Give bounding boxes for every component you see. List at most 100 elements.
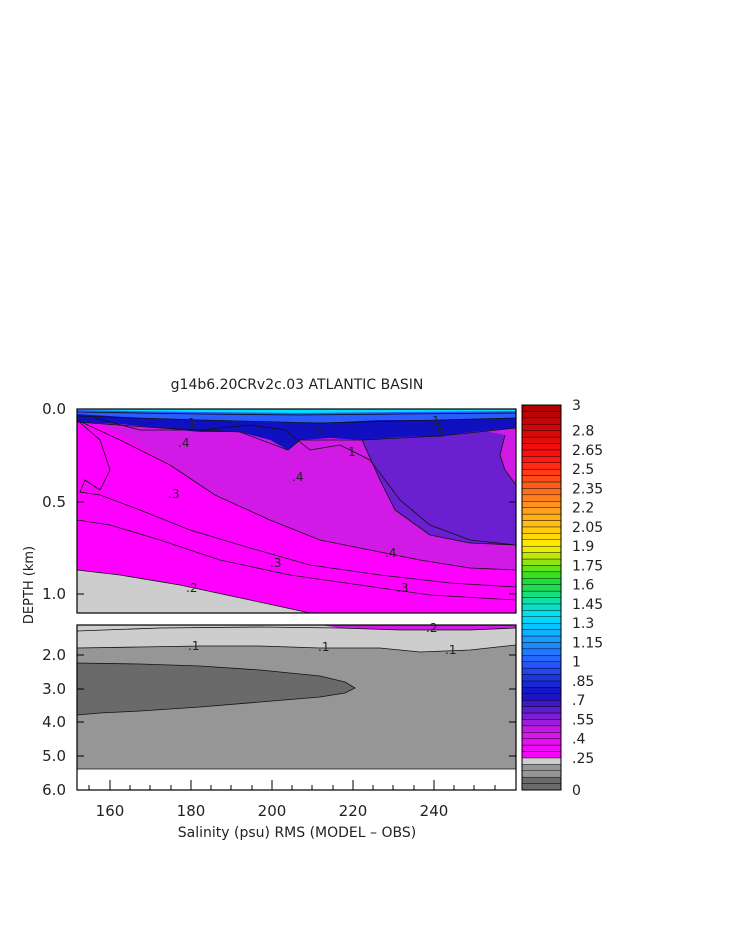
colorbar-swatch — [521, 744, 562, 752]
colorbar-swatch — [521, 539, 562, 547]
y-tick-label: 5.0 — [42, 747, 66, 765]
colorbar-swatch — [521, 648, 562, 656]
colorbar-swatch — [521, 616, 562, 624]
colorbar-swatch — [521, 494, 562, 502]
y-tick-label: 6.0 — [42, 781, 66, 799]
colorbar-swatch — [521, 629, 562, 637]
y-tick-label: 2.0 — [42, 646, 66, 664]
colorbar-tick-label: 1.9 — [572, 539, 594, 555]
colorbar-swatch — [521, 622, 562, 630]
colorbar-tick-labels: 3 2.8 2.65 2.5 2.35 2.2 2.05 1.9 1.75 1.6 1.45 1.3 1… — [572, 398, 603, 799]
colorbar-tick-label: .4 — [572, 732, 585, 748]
contour-label: .2 — [426, 621, 437, 635]
lower-fill-gray-dark — [77, 663, 355, 715]
contour-label: .2 — [186, 581, 197, 595]
colorbar-swatch — [521, 520, 562, 528]
colorbar-swatch — [521, 590, 562, 598]
upper-contour-labels: 1 .5 .4 .4 .3 .3 .2 .4 .3 1 .5 1 — [168, 414, 444, 595]
colorbar-tick-label: 2.2 — [572, 501, 594, 517]
contour-label: .4 — [178, 436, 189, 450]
colorbar-swatch — [521, 578, 562, 585]
colorbar-tick-label: 2.35 — [572, 481, 603, 497]
colorbar-swatch — [521, 610, 562, 617]
colorbar-swatch — [521, 443, 562, 451]
colorbar-swatch — [521, 533, 562, 540]
y-tick-label: 0.5 — [42, 493, 66, 511]
colorbar-swatch — [521, 719, 562, 727]
colorbar-tick-label: .25 — [572, 751, 594, 767]
colorbar-tick-label: 1.75 — [572, 558, 603, 574]
colorbar-swatch — [521, 751, 562, 759]
lower-panel — [77, 625, 516, 790]
colorbar-swatch — [521, 545, 562, 553]
colorbar-swatch — [521, 706, 562, 714]
colorbar-swatch — [521, 603, 562, 611]
upper-contour-lines — [77, 411, 516, 613]
colorbar-tick-label: .7 — [572, 693, 585, 709]
colorbar-swatch — [521, 404, 562, 412]
chart-title: g14b6.20CRv2c.03 ATLANTIC BASIN — [171, 377, 424, 393]
colorbar-tick-label: .85 — [572, 674, 594, 690]
lower-y-axis: 2.0 3.0 4.0 5.0 6.0 — [42, 646, 516, 799]
upper-fill-purple — [362, 430, 516, 545]
contour-label: 1 — [188, 416, 196, 430]
colorbar-swatch — [521, 674, 562, 682]
colorbar-swatch — [521, 757, 562, 765]
upper-panel — [77, 409, 516, 613]
colorbar-tick-label: 2.65 — [572, 443, 603, 459]
colorbar-swatch — [521, 526, 562, 534]
lower-contour-labels: .1 .1 .1 .2 — [188, 621, 456, 657]
x-axis — [88, 780, 496, 790]
colorbar-tick-label: 1.45 — [572, 597, 603, 613]
x-axis-label: Salinity (psu) RMS (MODEL – OBS) — [178, 825, 416, 841]
upper-fill-cyan — [77, 409, 516, 413]
colorbar-swatch — [521, 475, 562, 483]
contour-label: .3 — [397, 581, 408, 595]
colorbar-swatch — [521, 468, 562, 476]
contour-label: .1 — [318, 640, 329, 654]
colorbar-swatch — [521, 462, 562, 470]
contour-label: .1 — [445, 643, 456, 657]
x-tick-label: 180 — [177, 802, 206, 820]
lower-fill-gray-light — [77, 625, 516, 652]
x-tick-label: 220 — [339, 802, 368, 820]
colorbar-swatch — [521, 571, 562, 579]
y-tick-label: 0.0 — [42, 400, 66, 418]
colorbar-swatch — [521, 642, 562, 650]
colorbar — [521, 404, 562, 791]
colorbar-swatch — [521, 481, 562, 489]
colorbar-tick-label: 2.8 — [572, 424, 594, 440]
y-tick-label: 3.0 — [42, 680, 66, 698]
colorbar-swatch — [521, 552, 562, 560]
colorbar-swatch — [521, 699, 562, 707]
colorbar-swatch — [521, 783, 562, 791]
colorbar-swatch — [521, 584, 562, 592]
colorbar-tick-label: 1 — [572, 655, 581, 671]
colorbar-tick-label: 3 — [572, 398, 581, 414]
contour-label: .5 — [312, 423, 323, 437]
colorbar-tick-label: .55 — [572, 712, 594, 728]
colorbar-swatch — [521, 411, 562, 419]
colorbar-swatch — [521, 738, 562, 746]
colorbar-swatch — [521, 558, 562, 566]
contour-label: .3 — [168, 487, 179, 501]
colorbar-swatch — [521, 655, 562, 662]
upper-fill-magenta-mid — [77, 415, 516, 570]
contour-label: .5 — [433, 426, 444, 440]
colorbar-swatch — [521, 430, 562, 438]
colorbar-swatch — [521, 507, 562, 515]
colorbar-swatch — [521, 488, 562, 496]
colorbar-swatch — [521, 770, 562, 778]
colorbar-swatch — [521, 661, 562, 669]
colorbar-swatch — [521, 436, 562, 444]
colorbar-swatch — [521, 667, 562, 675]
colorbar-swatch — [521, 687, 562, 694]
colorbar-tick-label: 2.5 — [572, 462, 594, 478]
lower-contour-lines — [77, 626, 516, 770]
colorbar-swatch — [521, 776, 562, 784]
colorbar-swatch — [521, 635, 562, 643]
colorbar-tick-label: 2.05 — [572, 520, 603, 536]
colorbar-tick-label: 1.6 — [572, 578, 594, 594]
colorbar-swatch — [521, 693, 562, 701]
